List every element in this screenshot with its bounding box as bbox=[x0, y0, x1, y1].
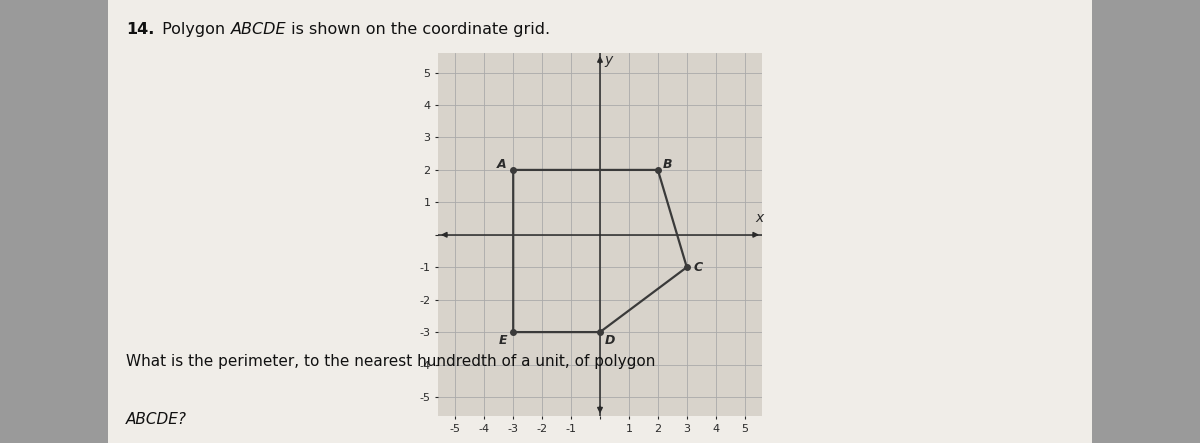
Text: D: D bbox=[605, 334, 616, 347]
Text: E: E bbox=[498, 334, 506, 347]
Text: Polygon: Polygon bbox=[157, 22, 230, 37]
Text: y: y bbox=[605, 53, 612, 67]
Text: A: A bbox=[497, 158, 506, 171]
Text: B: B bbox=[664, 158, 672, 171]
Text: is shown on the coordinate grid.: is shown on the coordinate grid. bbox=[287, 22, 551, 37]
Text: What is the perimeter, to the nearest hundredth of a unit, of polygon: What is the perimeter, to the nearest hu… bbox=[126, 354, 655, 369]
Text: x: x bbox=[755, 211, 763, 225]
Text: ABCDE?: ABCDE? bbox=[126, 412, 187, 427]
Text: ABCDE: ABCDE bbox=[230, 22, 287, 37]
Text: 14.: 14. bbox=[126, 22, 155, 37]
Text: C: C bbox=[694, 261, 702, 274]
